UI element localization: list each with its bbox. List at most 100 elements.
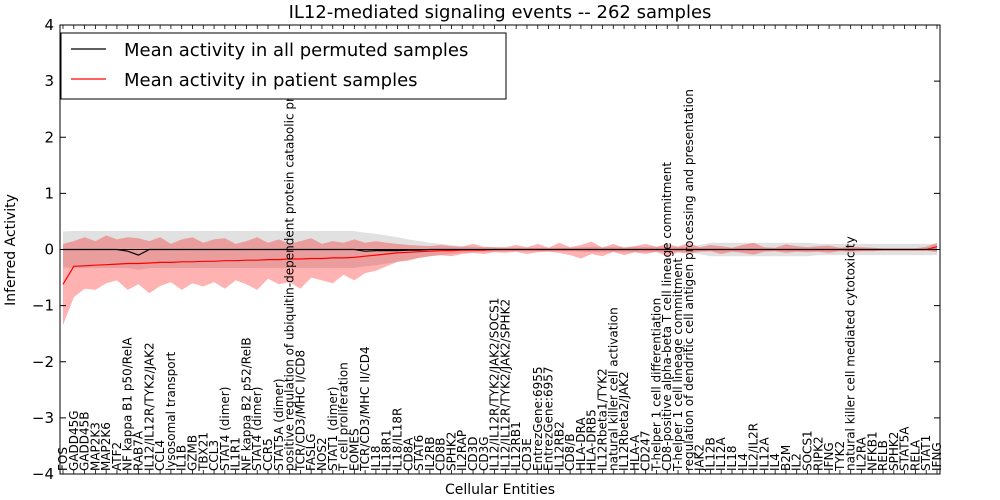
y-tick-label: −3	[32, 409, 54, 427]
x-tick-label: NF kappa B2 p52/RelB	[239, 337, 253, 471]
x-tick-label: IL18	[725, 446, 739, 472]
x-tick-label: IL12A	[714, 437, 728, 471]
x-tick-label: IL12Rbeta1/TYK2	[596, 368, 610, 471]
legend-label-permuted: Mean activity in all permuted samples	[124, 40, 468, 61]
x-tick-label: IL4	[768, 453, 782, 471]
x-tick-label: regulation of dendritic cell antigen pro…	[682, 89, 696, 471]
x-tick-label: TBX21	[196, 432, 210, 472]
x-tick-label: RELB	[876, 440, 890, 471]
y-tick-label: 0	[44, 241, 54, 259]
x-tick-label: IL12RB2	[552, 421, 566, 471]
x-tick-label: SPHK2	[444, 432, 458, 471]
x-tick-label: lysosomal transport	[164, 351, 178, 471]
x-tick-label: T-helper 1 cell differentiation	[650, 298, 664, 472]
x-tick-label: IL2/IL2R	[747, 423, 761, 471]
x-tick-label: SOCS1	[801, 430, 815, 471]
x-tick-label: HLA-A	[628, 434, 642, 471]
axes: −4 −3 −2 −1 0 1 2 3 4	[32, 16, 941, 483]
x-tick-label: CD247	[639, 430, 653, 471]
x-tick-label: CD8/B	[563, 433, 577, 471]
x-tick-label: MAP2K6	[99, 422, 113, 471]
x-tick-label: NF kappa B1 p50/RelA	[121, 337, 135, 471]
x-tick-label: CD8A	[401, 437, 415, 471]
x-tick-label: natural killer cell mediated cytotoxicit…	[844, 236, 858, 471]
x-tick-label: IL12Rbeta2/JAK2	[617, 371, 631, 471]
y-tick-label: 3	[44, 72, 54, 90]
x-tick-label: IL12A	[757, 437, 771, 471]
x-tick-label: MAP2K3	[88, 422, 102, 471]
x-tick-label: FASLG	[304, 433, 318, 471]
x-tick-label: IL12B	[703, 437, 717, 471]
x-tick-label: NFKB1	[865, 431, 879, 471]
legend: Mean activity in all permuted samples Me…	[60, 32, 507, 100]
x-tick-label: IFNG	[930, 442, 944, 471]
x-tick-label: CCL4	[153, 440, 167, 471]
x-tick-label: CD8B	[434, 438, 448, 472]
y-tick-label: 1	[44, 184, 54, 202]
x-tick-label: EntrezGene:6955	[531, 367, 545, 472]
y-tick-label: −4	[32, 465, 54, 483]
x-tick-label: IL2	[790, 453, 804, 471]
x-tick-label: STAT5A (dimer)	[272, 378, 286, 471]
x-tick-label: T-helper 1 cell lineage commitment	[671, 258, 685, 472]
x-axis-label: Cellular Entities	[445, 482, 555, 498]
x-tick-label: STAT1 (dimer)	[326, 387, 340, 471]
x-tick-label: EntrezGene:6957	[542, 367, 556, 472]
x-tick-label: IL18R1	[380, 430, 394, 471]
x-tick-label: IL12/IL12R/TYK2/JAK2	[142, 342, 156, 471]
x-tick-label: CCR5	[261, 438, 275, 471]
x-tick-label: TYK2	[833, 441, 847, 472]
legend-label-patient: Mean activity in patient samples	[124, 70, 418, 91]
x-tick-label: GZMB	[186, 435, 200, 471]
x-tick-label: FOS	[56, 447, 70, 471]
x-tick-label: STAT4 (dimer)	[250, 387, 264, 471]
x-tick-label: IL4	[736, 453, 750, 471]
x-tick-label: IL2RAP	[455, 430, 469, 471]
y-tick-label: 4	[44, 16, 54, 34]
y-tick-label: −1	[32, 297, 54, 315]
x-tick-label: CD3D	[466, 437, 480, 472]
x-tick-label: IL12RB1	[509, 421, 523, 471]
x-tick-label: IL1B	[175, 445, 189, 471]
y-axis-label: Inferred Activity	[3, 194, 19, 306]
x-tick-label: IL1R1	[229, 437, 243, 471]
x-tick-label: SPHK2	[887, 432, 901, 471]
x-tick-label: TCR/CD3/MHC I/CD8	[293, 350, 307, 472]
y-tick-label: 2	[44, 128, 54, 146]
x-tick-label: RELA	[908, 439, 922, 471]
x-tick-label: IL12/IL12R/TYK2/JAK2/SOCS1	[488, 298, 502, 471]
x-tick-label: RIPK2	[811, 436, 825, 471]
chart-title: IL12-mediated signaling events -- 262 sa…	[289, 2, 712, 23]
x-tick-label: RAB7A	[132, 430, 146, 471]
x-tick-label: HLA-DRA	[574, 417, 588, 471]
legend-box	[60, 32, 507, 100]
x-tick-label: IL18	[369, 446, 383, 472]
x-tick-label: IL12/IL12R/TYK2/JAK2/SPHK2	[498, 299, 512, 471]
x-tick-label: CCL3	[207, 440, 221, 471]
x-tick-label: B2M	[779, 445, 793, 471]
x-tick-label: IFNG	[822, 442, 836, 471]
x-tick-label: JAK2	[693, 444, 707, 472]
x-tick-label: CD3E	[520, 438, 534, 471]
band-patient	[63, 235, 937, 326]
x-tick-label: ATF2	[110, 442, 124, 471]
x-tick-label: GADD45B	[78, 412, 92, 472]
x-tick-label: NOS2	[315, 437, 329, 471]
x-tick-label: TCR/CD3/MHC II/CD4	[358, 346, 372, 472]
x-tick-label: EOMES	[347, 428, 361, 471]
x-tick-label: CD3G	[477, 436, 491, 471]
x-tick-label: HLA-DRB5	[585, 409, 599, 471]
x-tick-label: CD8-positive alpha-beta T cell lineage c…	[660, 162, 674, 471]
x-tick-label: T cell proliferation	[337, 362, 351, 472]
x-tick-label: GADD45G	[67, 410, 81, 471]
x-tick-label: IL2RA	[855, 436, 869, 471]
x-tick-label: STAT1	[919, 435, 933, 471]
x-tick-label: STAT5A	[898, 426, 912, 471]
x-tick-label: IL18/IL18R	[391, 408, 405, 471]
x-tick-label: STAT6	[412, 435, 426, 471]
x-tick-label: STAT4 (dimer)	[218, 387, 232, 471]
x-tick-label: IL2RB	[423, 437, 437, 471]
x-tick-label: natural killer cell activation	[606, 307, 620, 471]
